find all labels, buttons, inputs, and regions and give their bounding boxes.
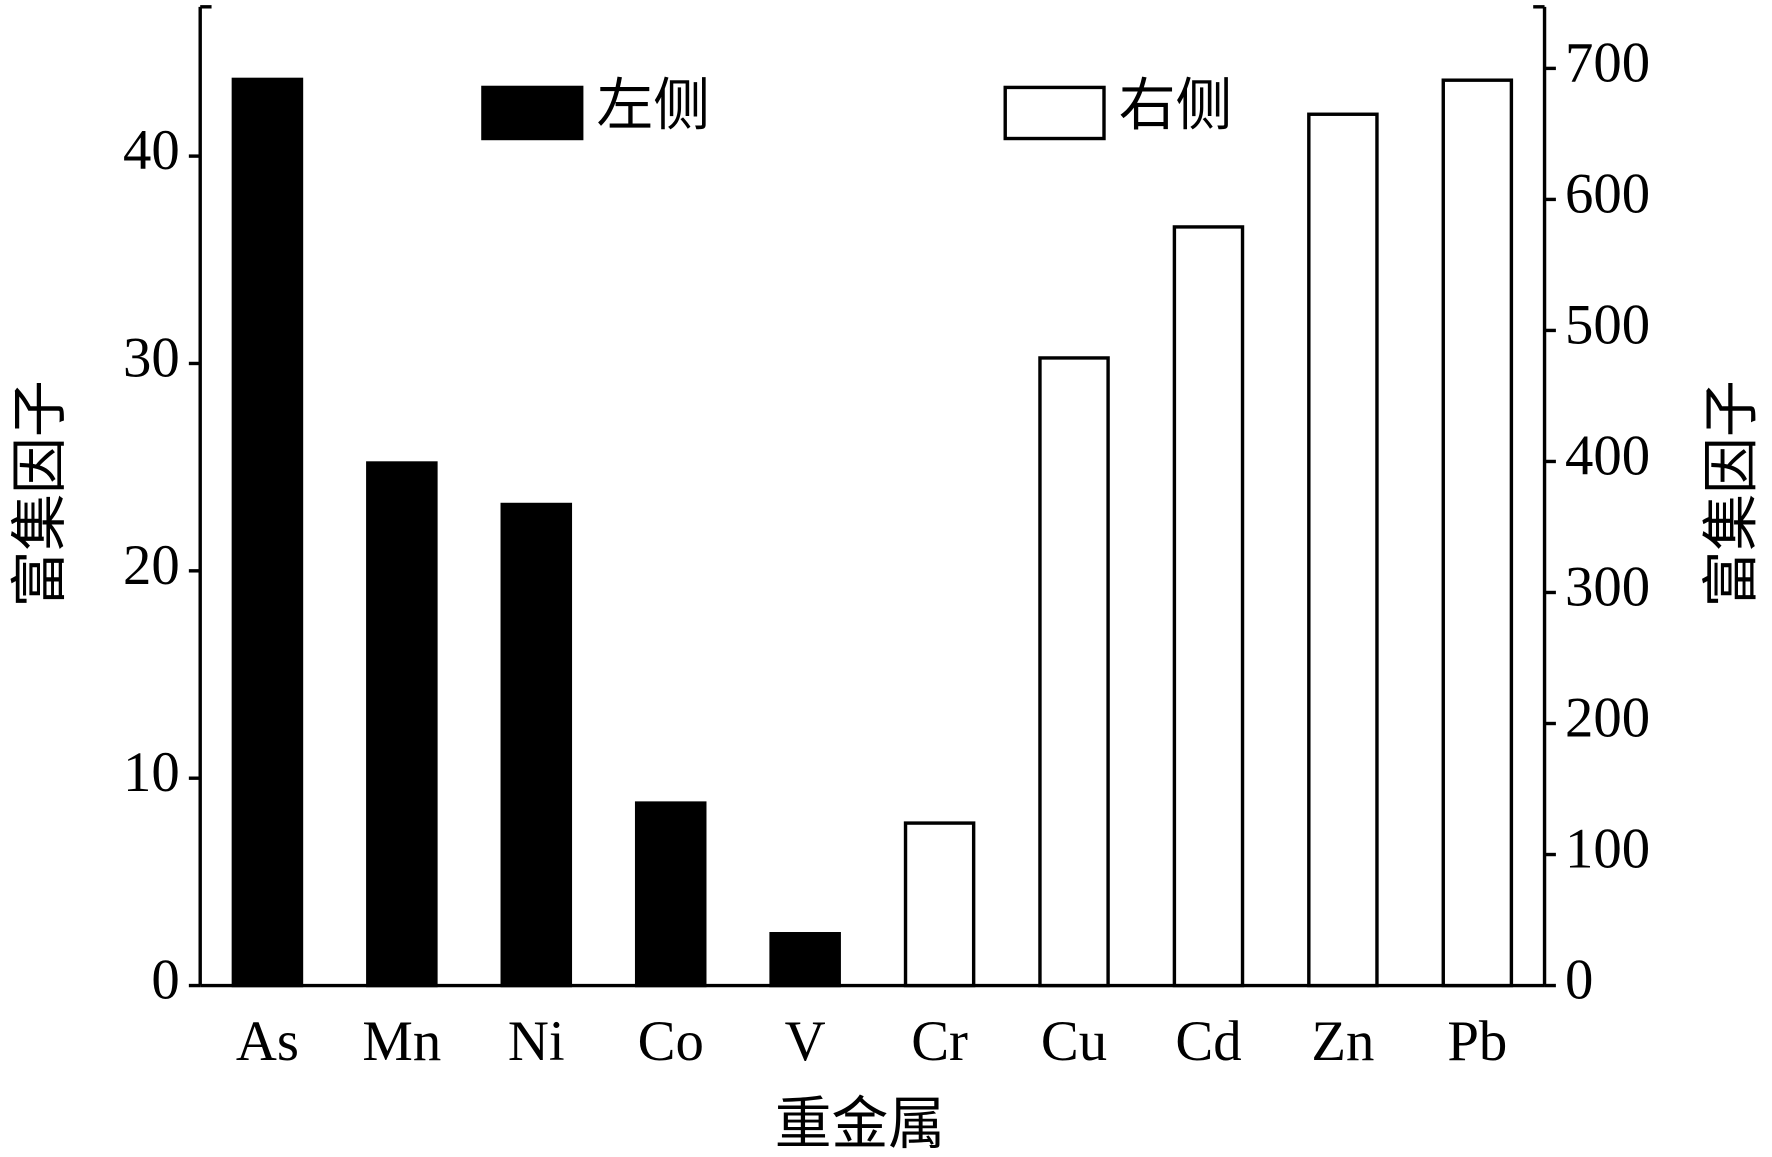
x-tick-label: Cd xyxy=(1175,1010,1241,1073)
bar xyxy=(500,502,573,988)
y-tick-label: 0 xyxy=(151,949,179,1012)
x-tick-label: Mn xyxy=(362,1010,441,1073)
x-tick-label: V xyxy=(785,1010,826,1073)
bar xyxy=(231,77,304,988)
legend-label: 右侧 xyxy=(1119,74,1233,137)
y2-tick-label: 0 xyxy=(1565,949,1593,1012)
y2-tick-label: 500 xyxy=(1565,293,1650,356)
x-tick-label: Pb xyxy=(1447,1010,1507,1073)
legend-swatch xyxy=(481,85,584,141)
y-tick-label: 10 xyxy=(123,741,180,804)
y-tick-label: 30 xyxy=(123,327,180,390)
legend-swatch xyxy=(1003,85,1106,141)
y2-tick-label: 600 xyxy=(1565,162,1650,225)
bar xyxy=(1172,225,1245,988)
y-tick-label: 20 xyxy=(123,534,180,597)
bar xyxy=(1307,112,1379,988)
x-tick-label: Cr xyxy=(911,1010,968,1073)
y2-axis-label: 富集因子 xyxy=(1701,380,1764,607)
bar xyxy=(903,821,976,988)
legend-label: 左侧 xyxy=(596,74,710,137)
x-axis-label: 重金属 xyxy=(775,1093,945,1156)
y2-tick-label: 100 xyxy=(1565,818,1650,881)
y2-tick-label: 700 xyxy=(1565,31,1650,94)
x-tick-label: Zn xyxy=(1311,1010,1374,1073)
y2-tick-label: 400 xyxy=(1565,424,1650,487)
bar xyxy=(634,801,707,988)
x-tick-label: Cu xyxy=(1041,1010,1107,1073)
bar xyxy=(1038,356,1110,988)
y-axis-label: 富集因子 xyxy=(9,380,72,607)
x-tick-label: Co xyxy=(638,1010,704,1073)
y2-tick-label: 200 xyxy=(1565,687,1650,750)
bar xyxy=(1441,78,1514,988)
x-tick-label: As xyxy=(236,1010,299,1073)
x-tick-label: Ni xyxy=(508,1010,565,1073)
bar xyxy=(769,932,841,988)
bar xyxy=(366,461,438,988)
y-tick-label: 40 xyxy=(123,119,180,182)
y2-tick-label: 300 xyxy=(1565,556,1650,619)
